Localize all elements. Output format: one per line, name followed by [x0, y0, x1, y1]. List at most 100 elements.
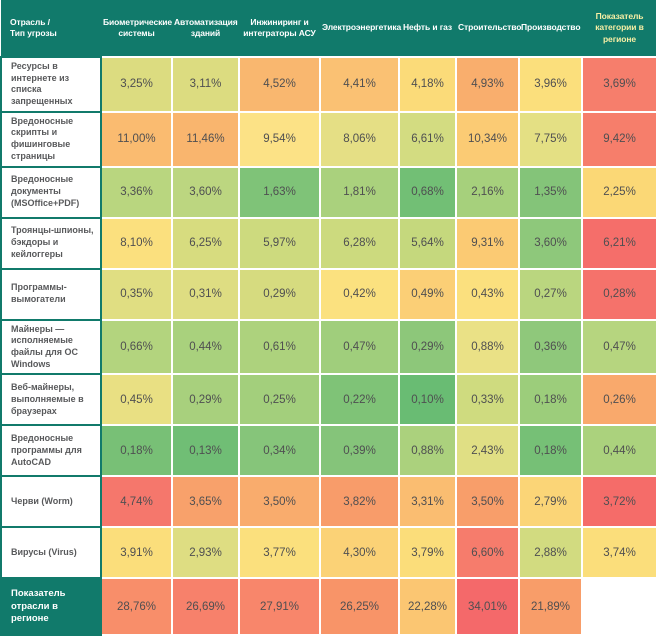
column-header-1: Биометрические системы [101, 0, 172, 57]
heatmap-cell: 3,69% [581, 56, 656, 113]
heatmap-cell: 3,25% [100, 56, 173, 113]
heatmap-cell: 1,35% [518, 165, 583, 219]
heatmap-cell: 0,18% [100, 424, 173, 478]
header-row: Отрасль / Тип угрозы Биометрические систе… [1, 0, 656, 57]
heatmap-cell: 2,88% [518, 526, 583, 580]
heatmap-cell: 0,47% [319, 318, 400, 376]
heatmap-cell: 3,72% [581, 475, 656, 529]
heatmap-cell: 0,45% [100, 373, 173, 427]
table-row: Программы-вымогатели 0,35% 0,31% 0,29% 0,42%… [0, 267, 656, 321]
column-header-5: Нефть и газ [399, 0, 456, 57]
heatmap-cell: 0,29% [171, 373, 240, 427]
row-label: Вирусы (Virus) [0, 526, 102, 580]
row-label: Вредоносные скрипты и фишинговые страниц… [0, 110, 102, 168]
heatmap-cell: 0,44% [581, 424, 656, 478]
heatmap-cell: 9,42% [581, 110, 656, 168]
row-label: Троянцы-шпионы, бэкдоры и кейлоггеры [0, 216, 102, 270]
heatmap-cell: 8,06% [319, 110, 400, 168]
heatmap-cell: 7,75% [518, 110, 583, 168]
heatmap-body: Ресурсы в интернете из списка запрещенны… [0, 56, 656, 636]
heatmap-cell: 4,18% [398, 56, 457, 113]
column-header-4: Электроэнергетика [320, 0, 401, 57]
table-row: Майнеры — исполняемые файлы для ОС Windo… [0, 318, 656, 376]
heatmap-cell: 2,25% [581, 165, 656, 219]
heatmap-cell: 3,60% [171, 165, 240, 219]
heatmap-cell: 0,34% [238, 424, 321, 478]
row-label: Вредоносные документы (MSOffice+PDF) [0, 165, 102, 219]
heatmap-cell: 0,18% [518, 373, 583, 427]
table-row: Троянцы-шпионы, бэкдоры и кейлоггеры 8,10… [0, 216, 656, 270]
heatmap-cell: 9,31% [455, 216, 520, 270]
heatmap-cell: 4,41% [319, 56, 400, 113]
heatmap-cell: 1,63% [238, 165, 321, 219]
heatmap-cell: 4,52% [238, 56, 321, 113]
heatmap-cell: 5,97% [238, 216, 321, 270]
heatmap-cell: 3,36% [100, 165, 173, 219]
corner-header: Отрасль / Тип угрозы [1, 0, 101, 57]
heatmap-cell: 6,28% [319, 216, 400, 270]
heatmap-cell: 3,50% [455, 475, 520, 529]
heatmap-cell: 0,35% [100, 267, 173, 321]
heatmap-cell: 2,93% [171, 526, 240, 580]
heatmap-cell: 0,22% [319, 373, 400, 427]
row-label: Веб-майнеры, выполняемые в браузерах [0, 373, 102, 427]
heatmap-cell: 4,74% [100, 475, 173, 529]
heatmap-cell: 2,43% [455, 424, 520, 478]
heatmap-cell: 26,25% [319, 577, 400, 636]
heatmap-cell: 0,31% [171, 267, 240, 321]
row-label: Майнеры — исполняемые файлы для ОС Windo… [0, 318, 102, 376]
heatmap-cell: 0,13% [171, 424, 240, 478]
heatmap-cell: 3,82% [319, 475, 400, 529]
heatmap-cell: 0,39% [319, 424, 400, 478]
table-row: Вредоносные скрипты и фишинговые страниц… [0, 110, 656, 168]
heatmap-cell: 0,25% [238, 373, 321, 427]
heatmap-cell: 0,27% [518, 267, 583, 321]
heatmap-cell: 21,89% [518, 577, 583, 636]
heatmap-cell: 3,74% [581, 526, 656, 580]
heatmap-cell: 3,11% [171, 56, 240, 113]
heatmap-cell: 26,69% [171, 577, 240, 636]
heatmap-cell: 9,54% [238, 110, 321, 168]
table-row: Вирусы (Virus) 3,91% 2,93% 3,77% 4,30% 3,79% 6… [0, 526, 656, 580]
heatmap-cell: 2,79% [518, 475, 583, 529]
heatmap-cell: 0,68% [398, 165, 457, 219]
heatmap-cell: 2,16% [455, 165, 520, 219]
heatmap-header: Отрасль / Тип угрозы Биометрические систе… [1, 0, 656, 57]
heatmap-cell: 6,60% [455, 526, 520, 580]
summary-row-label: Показатель отрасли в регионе [0, 577, 102, 636]
heatmap-cell: 0,42% [319, 267, 400, 321]
column-header-3: Инжиниринг и интеграторы АСУ [239, 0, 320, 57]
heatmap-cell: 3,50% [238, 475, 321, 529]
heatmap-cell: 3,60% [518, 216, 583, 270]
heatmap-cell: 0,44% [171, 318, 240, 376]
heatmap-cell: 0,29% [398, 318, 457, 376]
heatmap-cell: 0,49% [398, 267, 457, 321]
row-label: Черви (Worm) [0, 475, 102, 529]
row-label: Ресурсы в интернете из списка запрещенны… [0, 56, 102, 113]
heatmap-cell: 6,61% [398, 110, 457, 168]
heatmap-cell: 3,96% [518, 56, 583, 113]
heatmap-cell: 6,21% [581, 216, 656, 270]
heatmap-cell: 4,30% [319, 526, 400, 580]
heatmap-cell: 11,46% [171, 110, 240, 168]
table-row: Вредоносные программы для AutoCAD 0,18% 0,… [0, 424, 656, 478]
column-header-8: Показатель категории в регионе [582, 0, 656, 57]
row-label: Вредоносные программы для AutoCAD [0, 424, 102, 478]
column-header-6: Строительство [456, 0, 521, 57]
heatmap-cell: 0,36% [518, 318, 583, 376]
heatmap-cell: 0,88% [398, 424, 457, 478]
heatmap-cell: 0,33% [455, 373, 520, 427]
table-row: Ресурсы в интернете из списка запрещенны… [0, 56, 656, 113]
table-row: Веб-майнеры, выполняемые в браузерах 0,45… [0, 373, 656, 427]
summary-row: Показатель отрасли в регионе 28,76% 26,69%… [0, 577, 656, 636]
heatmap-cell: 11,00% [100, 110, 173, 168]
heatmap-cell: 0,61% [238, 318, 321, 376]
column-header-7: Производство [519, 0, 582, 57]
heatmap-cell: 34,01% [455, 577, 520, 636]
heatmap-cell: 3,65% [171, 475, 240, 529]
heatmap-cell: 0,26% [581, 373, 656, 427]
table-row: Черви (Worm) 4,74% 3,65% 3,50% 3,82% 3,31% 3,5… [0, 475, 656, 529]
heatmap-cell: 0,43% [455, 267, 520, 321]
heatmap-cell: 5,64% [398, 216, 457, 270]
